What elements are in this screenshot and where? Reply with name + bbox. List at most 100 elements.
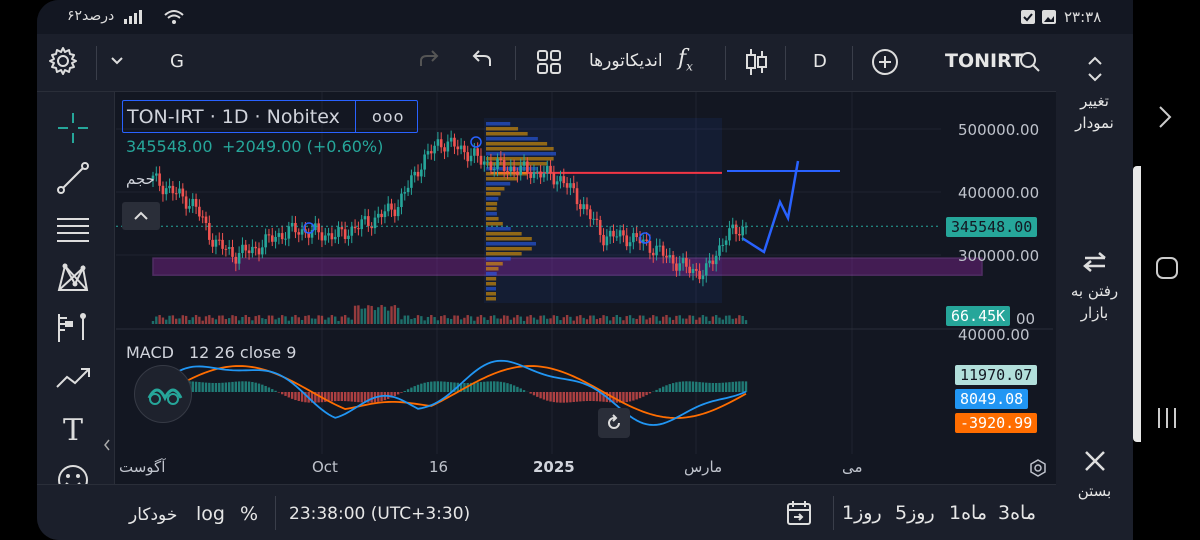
range-3m-button[interactable]: 3ماه [998,502,1037,524]
indicators-button[interactable]: اندیکاتورها [589,51,663,71]
search-icon[interactable] [1019,51,1041,73]
candlestick-chart-icon[interactable] [744,47,768,77]
macd-histogram-bar [731,381,734,392]
candle-body [545,165,549,174]
volume-bar [688,315,691,324]
price-axis[interactable]: 500000.00 400000.00 300000.00 40000.00 0… [941,92,1053,484]
volume-bar [724,315,728,324]
candle-body [698,270,701,280]
change-chart-button[interactable]: تغییر نمودار [1056,54,1133,134]
candle-body [625,235,629,247]
redo-icon[interactable] [417,50,441,72]
price-chart-svg[interactable] [116,92,1053,484]
macd-histogram-bar [426,382,430,392]
collapse-toolbar-icon[interactable] [103,438,111,452]
volume-profile-bar [486,272,497,276]
goto-date-icon[interactable] [785,499,813,527]
volume-bar [287,320,291,324]
candle-body [602,234,605,246]
volume-bar [191,317,194,324]
candle-body [532,171,536,178]
fib-tool[interactable] [51,208,95,252]
volume-profile-bar [486,262,503,266]
macd-histogram-bar [512,385,516,392]
volume-bar [350,319,353,324]
volume-profile-bar [486,252,522,256]
volume-profile-bar [486,257,511,261]
axis-settings-icon[interactable] [1028,458,1048,478]
volume-profile-bar [486,132,528,136]
macd-histogram-bar [705,382,708,392]
price-tick-500k: 500000.00 [958,121,1040,139]
collapse-legend-button[interactable] [122,202,160,230]
candle-body [231,247,234,257]
candle-body [237,253,241,264]
macd-histogram-bar [622,392,625,403]
text-tool[interactable]: T [51,408,95,452]
candle-body [738,233,741,236]
trendline-tool[interactable] [51,156,95,200]
legend-box[interactable]: TON-IRT · 1D · Nobitex ooo [122,100,418,133]
volume-bar [555,315,559,324]
volume-bar [390,306,393,324]
volume-bar [227,318,231,324]
candle-body [155,173,158,176]
percent-scale-button[interactable]: % [240,503,259,525]
compare-add-icon[interactable] [871,48,899,76]
macd-histogram-bar [330,392,334,402]
log-scale-button[interactable]: log [196,503,225,525]
candle-body [357,228,360,230]
close-button[interactable]: بستن [1056,448,1133,502]
interval-button[interactable]: D [813,51,827,72]
candle-body [516,171,519,175]
forward-chevron-icon[interactable] [1157,104,1173,130]
top-toolbar: G اندیکاتورها fx D TONIRT [37,34,1133,92]
candle-body [367,216,370,226]
volume-bar [380,305,383,324]
range-5d-button[interactable]: 5روز [895,502,935,524]
undo-icon[interactable] [470,50,494,72]
macd-histogram-bar [555,392,559,403]
prediction-tool[interactable] [51,306,95,350]
brush-tool[interactable] [51,356,95,400]
macd-histogram-bar [423,382,426,392]
chart-pane[interactable]: TON-IRT · 1D · Nobitex ooo 345548.00 +20… [116,92,1053,484]
volume-profile-bar [486,152,556,156]
pattern-tool[interactable] [51,256,95,300]
volume-bar [294,315,297,324]
volume-bar [171,315,175,324]
home-icon[interactable] [1155,256,1179,280]
recents-icon[interactable] [1155,406,1179,430]
macd-tick-40k: 40000.00 [958,326,1030,344]
auto-scale-button[interactable]: خودکار [129,505,178,525]
range-1d-button[interactable]: 1روز [842,502,882,524]
symbol-name[interactable]: TONIRT [945,50,1024,72]
layouts-grid-icon[interactable] [536,49,562,75]
g-button[interactable]: G [170,51,184,72]
timezone-button[interactable]: 23:38:00 (UTC+3:30) [289,504,471,524]
macd-histogram-bar [695,381,698,392]
volume-profile-bar [486,147,554,151]
candle-body [535,171,539,173]
edge-handle[interactable] [1133,166,1141,442]
settings-gear-icon[interactable] [48,46,78,76]
candle-body [403,192,407,194]
candle-body [549,165,552,174]
macd-histogram-bar [714,382,718,392]
chevron-down-icon[interactable] [110,56,124,66]
candle-body [658,245,662,247]
reset-chart-button[interactable] [598,408,630,438]
candle-body [605,236,609,246]
candle-body [380,213,383,218]
candle-body [310,230,314,238]
candle-body [168,185,171,189]
volume-bar [565,315,569,324]
function-fx-icon[interactable]: fx [678,46,693,74]
macd-signal-line [152,365,747,419]
go-to-market-button[interactable]: رفتن به بازار [1056,250,1133,324]
legend-more-button[interactable]: ooo [372,107,405,126]
candle-body [446,141,450,152]
crosshair-tool[interactable] [51,106,95,150]
range-1m-button[interactable]: 1ماه [949,502,988,524]
macd-histogram-bar [625,392,628,403]
